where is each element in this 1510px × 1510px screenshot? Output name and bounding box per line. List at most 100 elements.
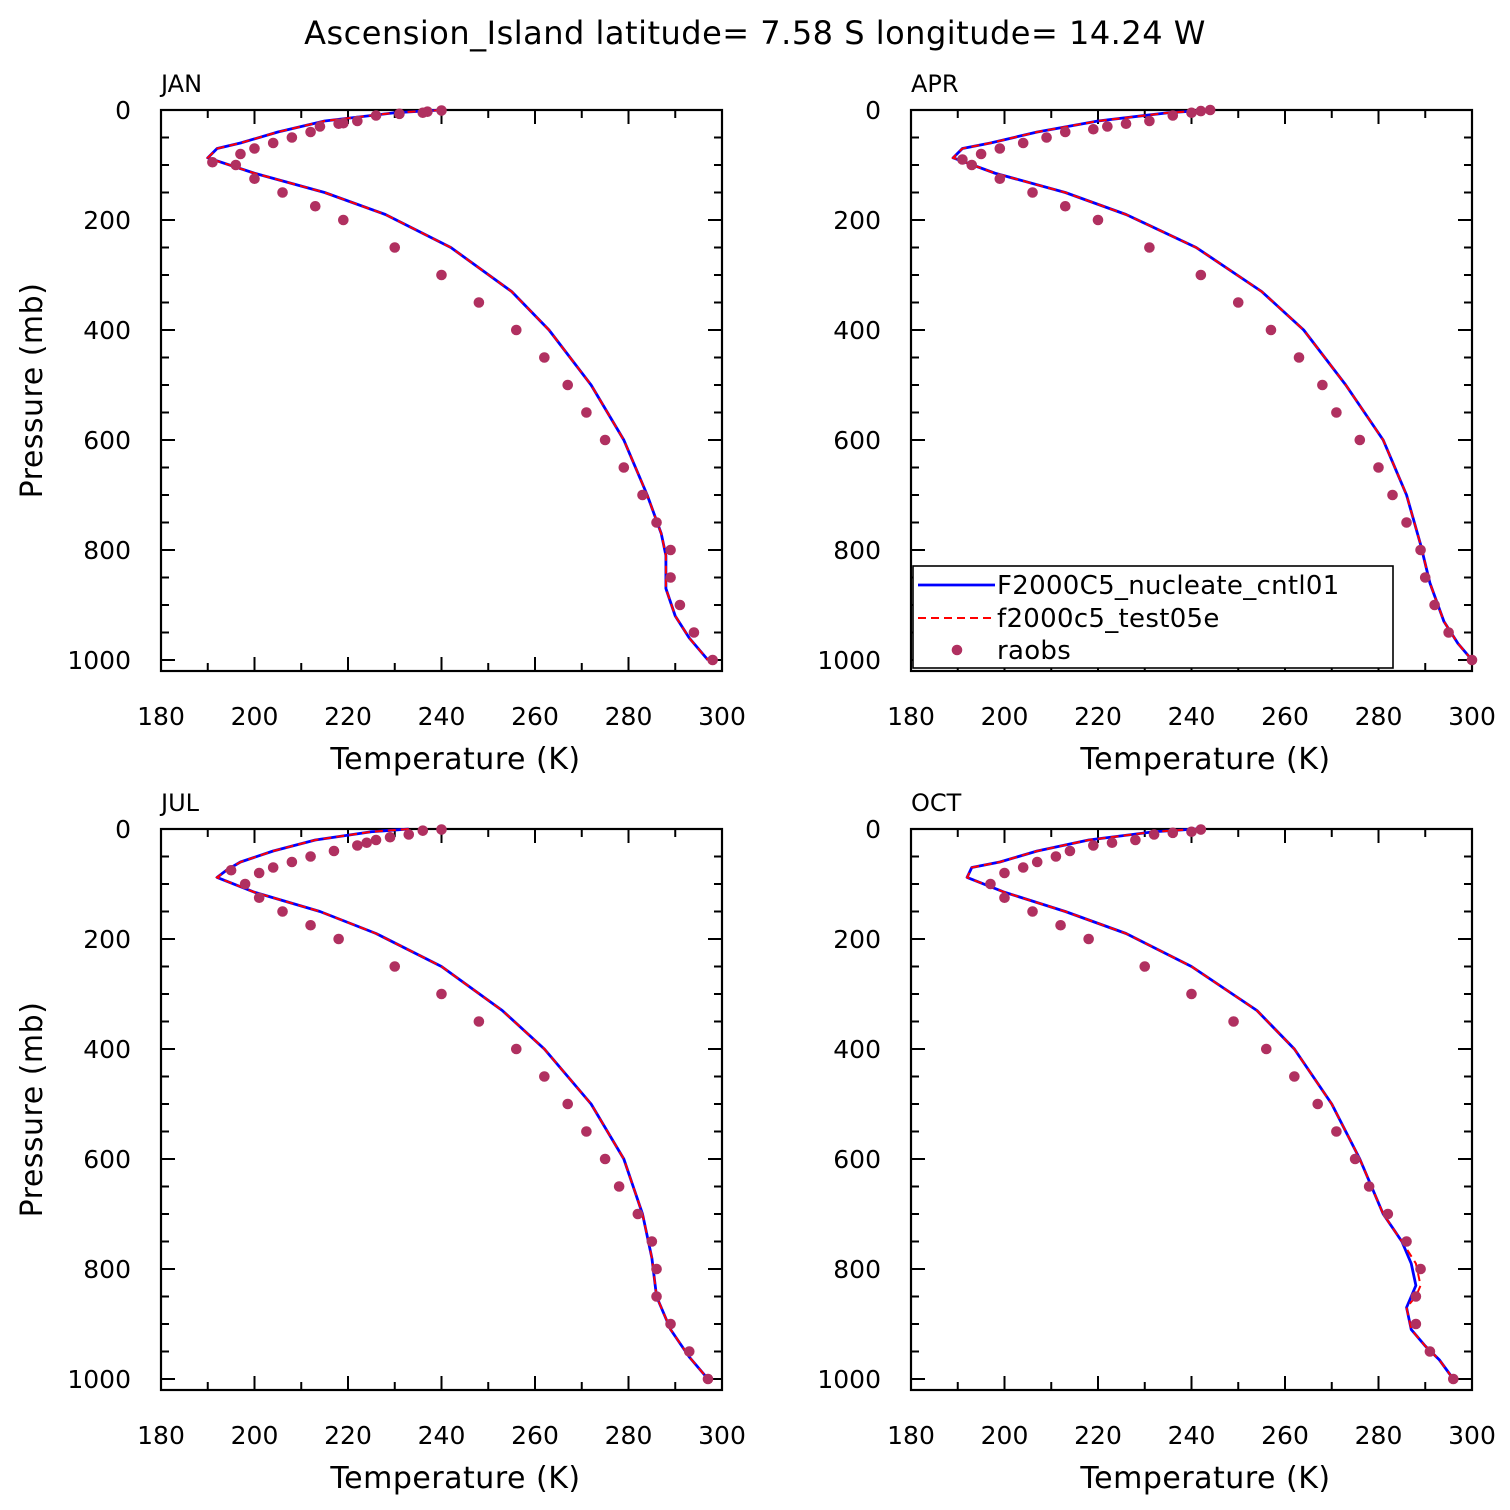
panel-jul-raobs-point	[651, 1291, 662, 1302]
panel-jul-xtick-label: 200	[231, 1421, 279, 1450]
panel-jan-frame	[159, 108, 724, 673]
panel-jan-xtick-label: 220	[324, 702, 372, 731]
panel-jul-ytick-label: 600	[83, 1145, 131, 1174]
panel-jan-raobs-point	[333, 118, 344, 130]
panel-jan-raobs-point	[665, 544, 676, 556]
panel-apr-xlabel: Temperature (K)	[1079, 742, 1330, 777]
panel-jan-raobs-point	[235, 148, 246, 160]
panel-apr-xtick-label: 280	[1355, 702, 1403, 731]
panel-jan-raobs-point	[394, 108, 405, 120]
panel-apr-xtick-label: 220	[1074, 702, 1122, 731]
panel-jul-raobs-point	[417, 825, 429, 836]
panel-oct-raobs-point	[1448, 1373, 1459, 1385]
panel-oct-raobs-point	[1289, 1071, 1300, 1082]
panel-apr-ytick-label: 800	[833, 536, 881, 565]
panel-oct-xtick-label: 240	[1168, 1421, 1216, 1450]
panel-apr-label: APR	[911, 70, 959, 98]
panel-jul-xtick-label: 180	[137, 1421, 185, 1450]
panel-oct: OCT 180 200 220 240 260 280 300 0 200 400 600 800 100…	[817, 789, 1495, 1496]
panel-jul-raobs-point	[370, 834, 382, 846]
panel-apr-raobs-point	[994, 143, 1006, 154]
panel-jan-raobs-point	[581, 407, 592, 418]
panel-apr-raobs-point	[1265, 324, 1277, 336]
legend-box	[912, 565, 1394, 669]
panel-jan-raobs-point	[286, 132, 298, 143]
panel-jul-raobs-point	[436, 824, 447, 835]
panel-apr-raobs-point	[1195, 105, 1207, 117]
panel-jan-raobs-point	[309, 200, 321, 212]
panel-jan-ylabel: Pressure (mb)	[15, 283, 50, 499]
panel-oct-xtick-label: 300	[1448, 1421, 1496, 1450]
panel-oct-raobs-point	[1363, 1181, 1375, 1192]
panel-jul-raobs-point	[651, 1263, 662, 1275]
panel-jan-ytick-label: 400	[83, 316, 131, 345]
panel-apr-raobs-point	[1088, 123, 1099, 135]
panel-oct-raobs-point	[1167, 827, 1179, 839]
panel-oct-raobs-point	[1027, 906, 1038, 917]
panel-jul-raobs-point	[646, 1236, 658, 1247]
panel-oct-series-test	[965, 828, 1455, 1380]
panel-oct-raobs-point	[1331, 1126, 1342, 1137]
panel-apr-raobs-point	[1317, 379, 1328, 391]
panel-jan-raobs-point	[511, 324, 522, 336]
panel-jul-raobs-point	[665, 1318, 676, 1330]
panel-apr-raobs-point	[1102, 121, 1113, 132]
panel-jul-raobs-point	[267, 862, 279, 873]
panel-apr-series-test	[951, 109, 1473, 661]
panel-oct-ytick-label: 600	[833, 1145, 881, 1174]
panel-oct-ytick-label: 800	[833, 1255, 881, 1284]
panel-jul-raobs-point	[239, 878, 251, 890]
panel-jan-ytick-label: 200	[83, 206, 131, 235]
panel-jan-raobs-point	[637, 489, 648, 501]
panel-jul-raobs-point	[305, 919, 316, 931]
panel-apr-raobs-point	[1144, 115, 1155, 127]
panel-jan-ytick-label: 600	[83, 426, 131, 455]
panel-jul-raobs-point	[562, 1098, 574, 1110]
panel-jul-raobs-point	[253, 867, 265, 879]
panel-apr-raobs-point	[1293, 352, 1305, 363]
panel-oct-frame	[909, 827, 1474, 1392]
panel-jan-xtick-label: 180	[137, 702, 185, 731]
panel-jul-raobs-point	[613, 1181, 625, 1192]
panel-oct-raobs-point	[1349, 1153, 1361, 1165]
panel-jul-raobs-point	[702, 1373, 714, 1385]
panel-oct-raobs-point	[1415, 1263, 1426, 1275]
panel-jan-raobs-point	[338, 214, 349, 226]
panel-jan-raobs-point	[539, 352, 550, 363]
panel-apr-ytick-label: 400	[833, 316, 881, 345]
panel-jul-xtick-label: 240	[418, 1421, 466, 1450]
panel-jul-raobs-point	[253, 892, 265, 904]
panel-oct-xtick-label: 200	[981, 1421, 1029, 1450]
panel-apr-raobs-point	[1401, 517, 1412, 528]
panel-jan-raobs-point	[473, 297, 485, 308]
panel-jan-ytick-label: 0	[115, 96, 131, 125]
panel-apr-raobs-point	[1059, 200, 1071, 212]
panel-apr-raobs-point	[1354, 434, 1366, 446]
panel-oct-raobs-point	[1106, 837, 1118, 849]
panel-jul-raobs-point	[683, 1346, 695, 1357]
panel-oct-raobs-point	[1186, 988, 1197, 1000]
panel-jul-ytick-label: 0	[115, 815, 131, 844]
panel-oct-ytick-label: 1000	[817, 1365, 881, 1394]
panel-apr-xtick-label: 180	[887, 702, 935, 731]
panel-apr: APR 180 200 220 240 260 280 300 0 200 400 600 800 100…	[817, 70, 1495, 777]
panel-jan-raobs-point	[305, 126, 316, 138]
panel-oct-ytick-label: 0	[865, 815, 881, 844]
panel-oct-raobs-point	[1139, 961, 1151, 972]
panel-jul: JUL 180 200 220 240 260 280 300 0 200 400 600 800 100…	[15, 789, 746, 1496]
panel-oct-raobs-point	[1083, 933, 1094, 945]
panel-apr-raobs-point	[1059, 126, 1071, 138]
panel-apr-raobs-point	[975, 148, 987, 160]
panel-jul-raobs-point	[389, 961, 401, 972]
panel-jan-xtick-label: 240	[418, 702, 466, 731]
panel-oct-label: OCT	[911, 789, 962, 817]
panel-jul-raobs-point	[352, 840, 363, 851]
panel-oct-raobs-point	[985, 878, 996, 890]
panel-jan-raobs-point	[436, 105, 447, 116]
panel-oct-raobs-point	[1261, 1043, 1272, 1055]
panel-jan-raobs-point	[618, 462, 630, 473]
panel-oct-xlabel: Temperature (K)	[1079, 1461, 1330, 1496]
panel-apr-raobs-point	[1466, 654, 1478, 666]
panel-jan-raobs-point	[207, 156, 218, 168]
panel-jan-label: JAN	[159, 70, 202, 98]
